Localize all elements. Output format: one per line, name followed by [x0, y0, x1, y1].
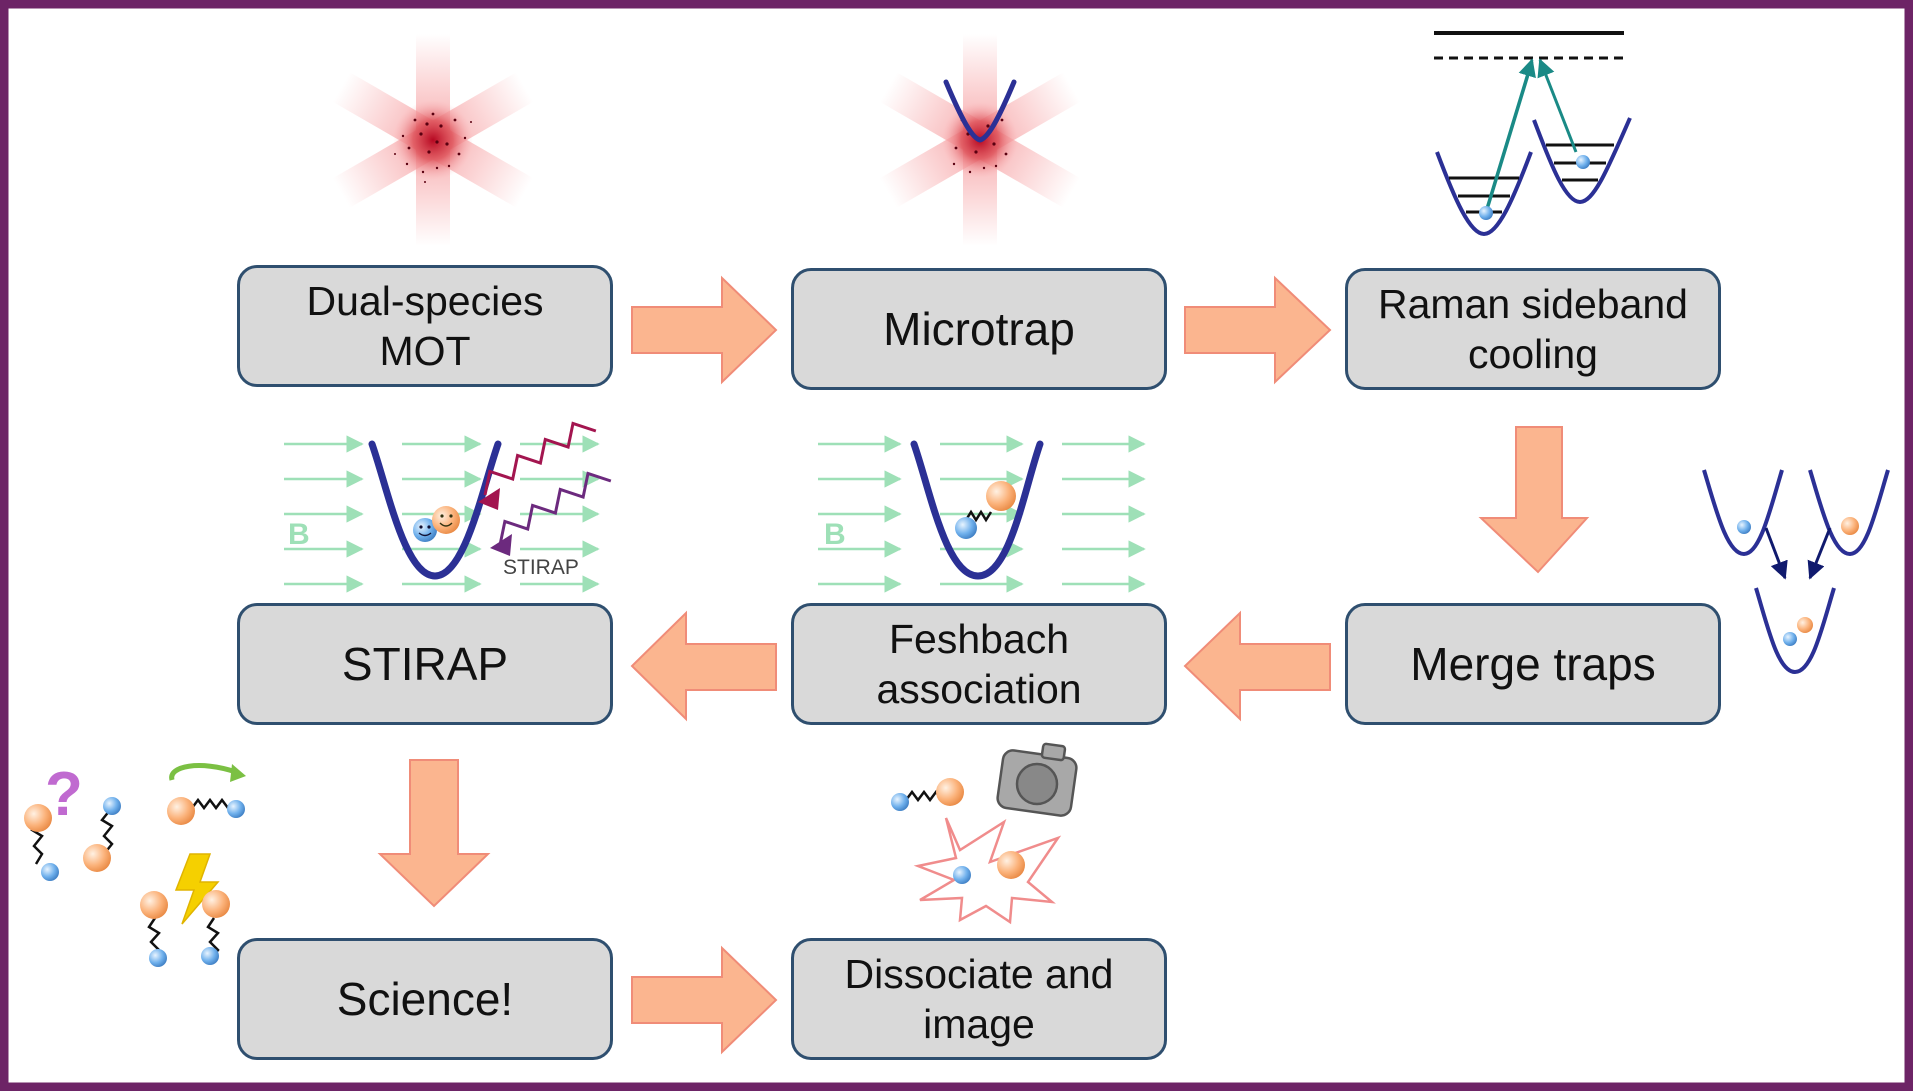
- blue-atom: [227, 800, 245, 818]
- arrow-stirap-to-science: [377, 759, 491, 908]
- orange-atom: [986, 481, 1016, 511]
- step-label: Dual-species MOT: [306, 277, 544, 374]
- trap-well-left: [1702, 469, 1784, 557]
- blue-atom: [201, 947, 219, 965]
- blue-atom: [149, 949, 167, 967]
- step-label: Dissociate and image: [844, 950, 1114, 1047]
- orange-atom: [167, 797, 195, 825]
- arrow-merge-to-feshbach: [1183, 610, 1331, 722]
- rotation-arrow: [169, 763, 237, 781]
- trap-well-left: [1435, 151, 1533, 237]
- raman-illustration: [1434, 31, 1632, 237]
- magnetic-field-label: B: [288, 518, 310, 551]
- trap-well-right: [1532, 117, 1632, 205]
- orange-atom: [24, 804, 52, 832]
- orange-atom: [1797, 617, 1813, 633]
- microtrap-illustration: [879, 34, 1081, 246]
- arrow-feshbach-to-stirap: [630, 610, 777, 722]
- atom-dots: [394, 112, 472, 183]
- magnetic-field-label: B: [824, 518, 846, 551]
- blue-atom: [955, 517, 977, 539]
- atom-cloud: [393, 100, 473, 180]
- step-dissociate-and-image: Dissociate and image: [791, 938, 1167, 1060]
- trap-well-merged: [1754, 587, 1836, 675]
- merge-arrow: [1807, 527, 1832, 580]
- stokes-beam: [498, 471, 612, 546]
- step-label: Microtrap: [883, 302, 1075, 355]
- step-dual-species-mot: Dual-species MOT: [237, 265, 613, 387]
- stokes-beam-head: [490, 534, 512, 556]
- pump-beam: [483, 421, 597, 496]
- magnetic-field-lines: [284, 435, 600, 593]
- step-feshbach-association: Feshbach association: [791, 603, 1167, 725]
- step-label: STIRAP: [341, 637, 509, 690]
- mot-illustration: [332, 34, 534, 246]
- step-science: Science!: [237, 938, 613, 1060]
- science-illustration: ?: [24, 760, 246, 967]
- blue-atom: [891, 793, 909, 811]
- tweezer-trap: [943, 79, 1017, 143]
- blue-atom: [1576, 155, 1590, 169]
- smiling-molecule: [413, 506, 460, 542]
- merge-arrow: [1764, 527, 1788, 580]
- step-microtrap: Microtrap: [791, 268, 1167, 390]
- flow-arrows: [377, 275, 1590, 1055]
- orange-atom: [83, 844, 111, 872]
- feshbach-illustration: B: [818, 435, 1146, 593]
- orange-atom: [997, 851, 1025, 879]
- orange-atom: [140, 891, 168, 919]
- arrow-mot-to-microtrap: [631, 275, 778, 385]
- magnetic-field-lines: [818, 435, 1146, 593]
- step-label: Raman sideband cooling: [1378, 280, 1688, 377]
- raman-beam-up: [1537, 58, 1578, 153]
- arrow-raman-to-merge: [1478, 426, 1590, 574]
- molecular-bond: [100, 809, 114, 855]
- rotation-arrow-head: [230, 764, 246, 782]
- blue-atom: [41, 863, 59, 881]
- tweezer-trap: [368, 440, 502, 580]
- step-raman-sideband-cooling: Raman sideband cooling: [1345, 268, 1721, 390]
- tweezer-trap: [910, 440, 1044, 580]
- orange-atom: [202, 890, 230, 918]
- orange-atom: [1841, 517, 1859, 535]
- camera-icon: [996, 742, 1078, 817]
- stirap-illustration: B STIRAP: [284, 421, 612, 593]
- molecular-bond: [964, 509, 993, 523]
- blue-atom: [103, 797, 121, 815]
- dissociate-illustration: [891, 742, 1078, 925]
- merge-illustration: [1702, 469, 1890, 675]
- pump-beam-head: [478, 488, 500, 510]
- atom-dots: [952, 118, 1008, 174]
- blue-atom: [1737, 520, 1751, 534]
- step-label: Merge traps: [1410, 637, 1656, 690]
- raman-beam-down: [1485, 61, 1534, 211]
- molecular-bond: [191, 797, 229, 811]
- stirap-caption: STIRAP: [503, 556, 579, 579]
- blue-atom: [1479, 206, 1493, 220]
- arrow-science-to-dissociate: [631, 945, 778, 1055]
- step-merge-traps: Merge traps: [1345, 603, 1721, 725]
- step-stirap: STIRAP: [237, 603, 613, 725]
- blue-atom: [1783, 632, 1797, 646]
- lightning-bolt-icon: [174, 853, 220, 925]
- trap-well-right: [1808, 469, 1890, 557]
- step-label: Feshbach association: [876, 615, 1082, 712]
- blue-atom: [953, 866, 971, 884]
- explosion-icon: [913, 817, 1062, 925]
- orange-atom: [936, 778, 964, 806]
- vibrational-levels: [1449, 143, 1614, 214]
- arrow-microtrap-to-raman: [1184, 275, 1332, 385]
- step-label: Science!: [336, 972, 514, 1025]
